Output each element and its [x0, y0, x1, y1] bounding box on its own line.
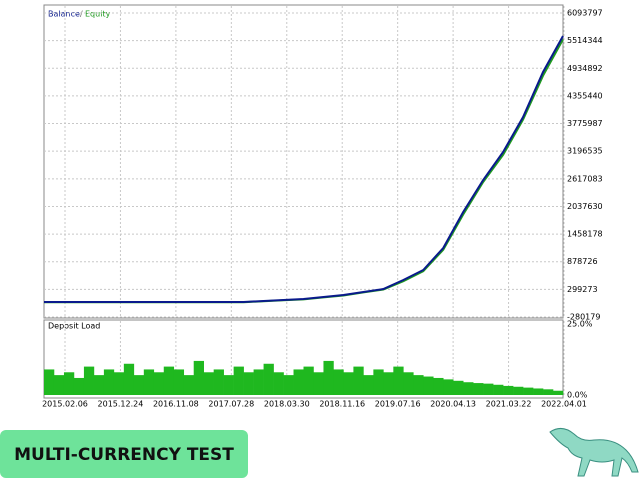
- load-bar: [53, 375, 65, 395]
- load-bar: [83, 366, 95, 395]
- load-bar: [453, 380, 464, 395]
- load-bar: [313, 372, 324, 395]
- y-tick-label: 5514344: [567, 36, 603, 45]
- load-bar: [543, 389, 554, 395]
- load-bar: [63, 372, 75, 395]
- y-tick-label: 2037630: [567, 202, 603, 211]
- load-bar: [213, 369, 224, 395]
- load-bar: [333, 369, 344, 395]
- load-bar: [123, 363, 135, 395]
- y-tick-label: 1458178: [567, 230, 603, 239]
- x-tick-label: 2017.07.28: [208, 400, 254, 409]
- load-bar: [263, 363, 274, 395]
- x-tick-label: 2018.11.16: [319, 400, 365, 409]
- load-bar: [183, 375, 195, 395]
- load-bar: [393, 366, 404, 395]
- load-bar: [223, 375, 234, 395]
- load-bar: [403, 372, 414, 395]
- load-bar: [353, 366, 364, 395]
- load-bar: [113, 372, 125, 395]
- load-bar: [273, 372, 284, 395]
- load-bar: [203, 372, 214, 395]
- y-tick-label: 2617083: [567, 174, 603, 183]
- load-bar: [133, 375, 145, 395]
- logo: [549, 428, 639, 477]
- x-tick-label: 2021.03.22: [486, 400, 532, 409]
- y-tick-label: 4355440: [567, 91, 603, 100]
- legend-balance: Balance: [48, 10, 80, 19]
- load-bar: [383, 372, 394, 395]
- load-bar: [303, 366, 314, 395]
- load-bar: [483, 383, 494, 395]
- load-bar: [523, 387, 534, 395]
- load-bar: [553, 390, 564, 395]
- load-bar: [443, 379, 454, 395]
- load-bar: [533, 388, 544, 395]
- x-tick-label: 2018.03.30: [264, 400, 310, 409]
- load-bar: [283, 375, 294, 395]
- x-tick-label: 2015.02.06: [42, 400, 88, 409]
- y-tick-label: 4934892: [567, 64, 603, 73]
- load-bar: [463, 382, 474, 395]
- balance-panel: [43, 4, 564, 319]
- load-bar: [513, 386, 524, 395]
- load-bar: [493, 384, 504, 395]
- load-bar: [323, 360, 334, 395]
- y-tick-label: 0.0%: [567, 391, 588, 400]
- load-bar: [103, 369, 115, 395]
- load-bar: [93, 375, 105, 395]
- load-bar: [44, 369, 55, 395]
- y-tick-label: 878726: [567, 257, 598, 266]
- load-bar: [343, 372, 354, 395]
- load-bar: [73, 377, 85, 395]
- load-bar: [423, 376, 434, 395]
- y-tick-label: 3775987: [567, 119, 603, 128]
- y-tick-label: 25.0%: [567, 320, 593, 329]
- load-bar: [143, 369, 155, 395]
- y-tick-label: -280179: [567, 313, 600, 322]
- series-line: [44, 35, 564, 303]
- load-bar: [163, 366, 175, 395]
- legend-separator: /: [80, 10, 83, 19]
- load-bar: [233, 366, 244, 395]
- y-tick-label: 3196535: [567, 147, 603, 156]
- load-bar: [503, 385, 514, 395]
- load-bar: [363, 375, 374, 395]
- x-tick-label: 2022.04.01: [541, 400, 587, 409]
- load-bar: [153, 372, 165, 395]
- load-bar: [293, 369, 304, 395]
- load-bar: [193, 360, 204, 395]
- load-title: Deposit Load: [48, 322, 100, 331]
- x-tick-label: 2019.07.16: [375, 400, 421, 409]
- x-tick-label: 2020.04.13: [430, 400, 476, 409]
- badge: [0, 430, 248, 478]
- badge-text: MULTI-CURRENCY TEST: [14, 445, 234, 465]
- y-tick-label: 299273: [567, 285, 598, 294]
- load-bar: [413, 375, 424, 395]
- load-bar: [173, 369, 185, 395]
- load-bar: [473, 383, 484, 395]
- x-tick-label: 2015.12.24: [98, 400, 144, 409]
- load-bar: [253, 369, 264, 395]
- legend-equity: Equity: [85, 10, 111, 19]
- x-tick-label: 2016.11.08: [153, 400, 199, 409]
- load-bar: [373, 369, 384, 395]
- load-bar: [433, 377, 444, 395]
- load-bar: [243, 372, 254, 395]
- y-tick-label: 6093797: [567, 9, 603, 18]
